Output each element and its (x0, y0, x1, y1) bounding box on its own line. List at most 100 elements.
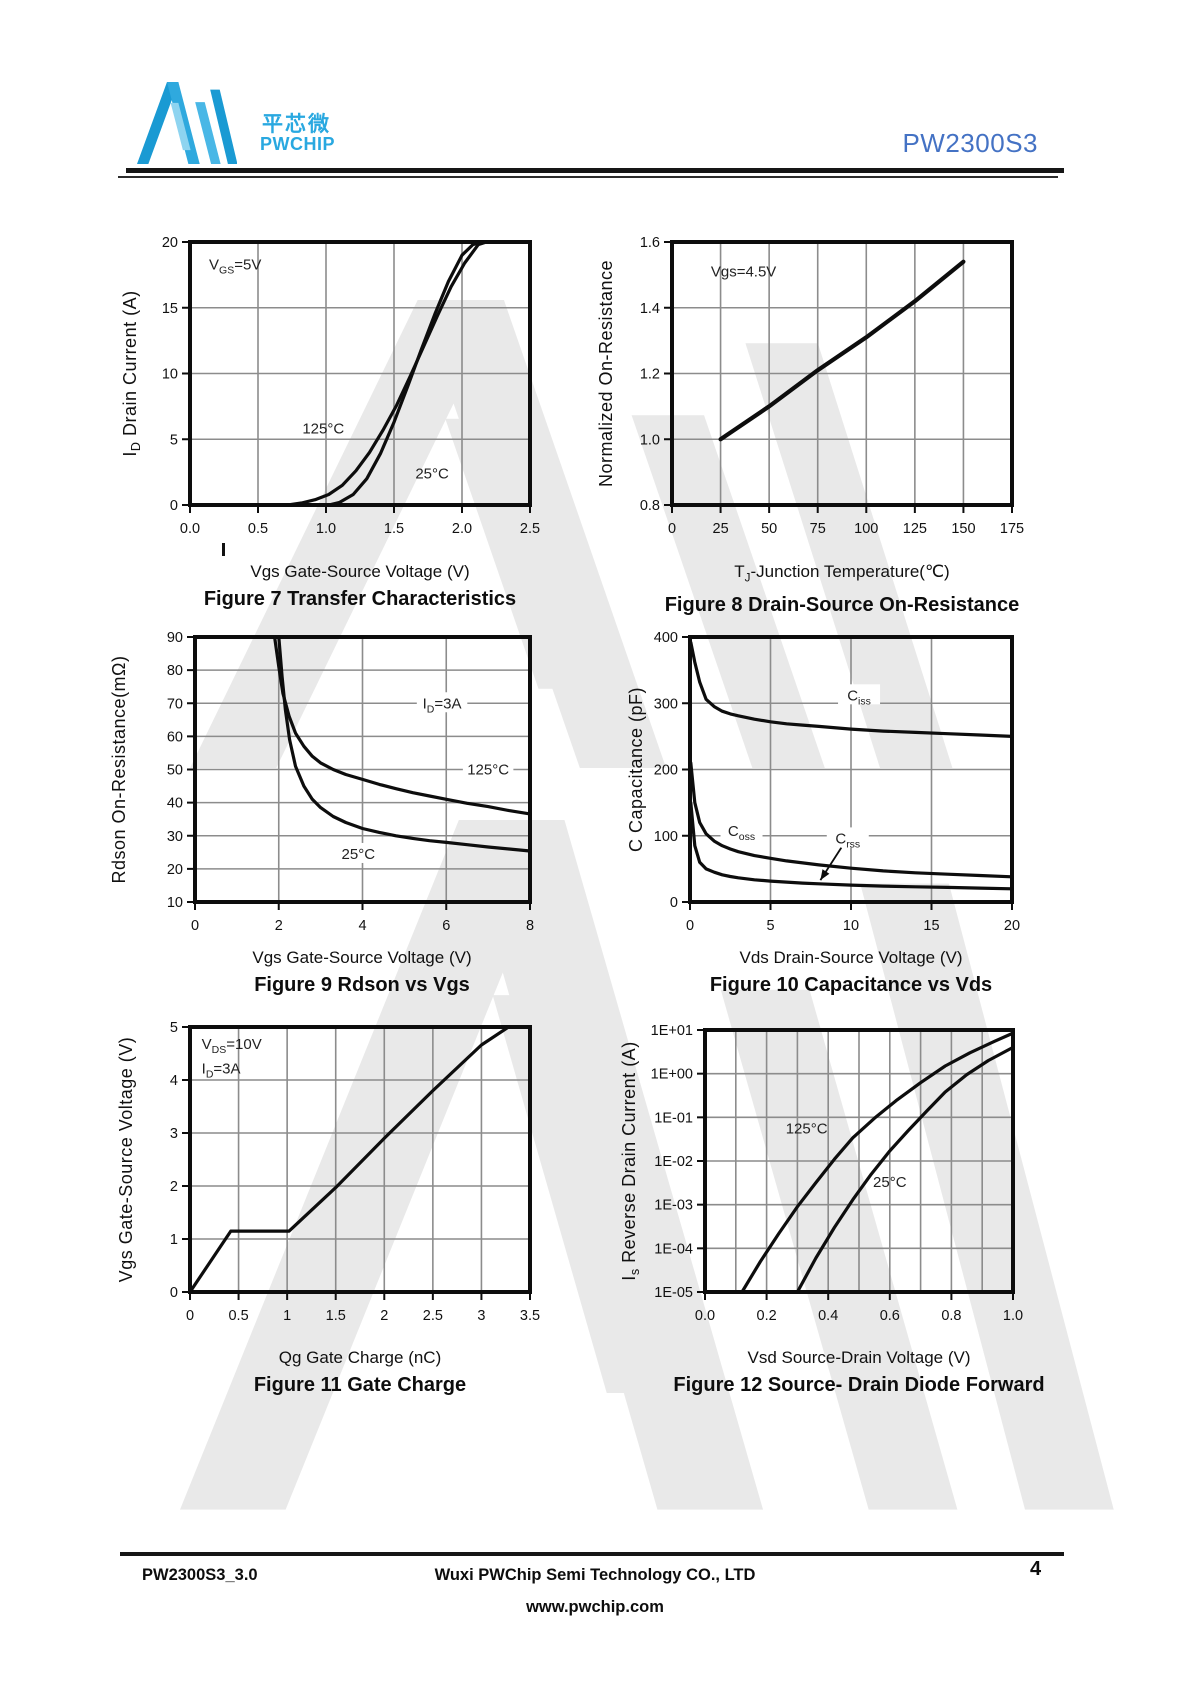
figure-7-chart: 0.0 0.5 1.0 1.5 2.0 2.5 0 5 10 15 20 ID Drain Curre… (90, 225, 560, 540)
svg-text:1.2: 1.2 (640, 367, 660, 383)
svg-text:Rdson On-Resistance(mΩ): Rdson On-Resistance(mΩ) (109, 655, 129, 883)
svg-text:3.5: 3.5 (520, 1308, 540, 1324)
svg-text:100: 100 (854, 521, 878, 537)
svg-text:1: 1 (283, 1308, 291, 1324)
svg-text:0.5: 0.5 (228, 1308, 248, 1324)
figure-7-plot: 0.0 0.5 1.0 1.5 2.0 2.5 0 5 10 15 20 ID Drain Curre… (120, 235, 540, 537)
svg-text:0.0: 0.0 (695, 1308, 715, 1324)
svg-text:Vgs=4.5V: Vgs=4.5V (711, 264, 776, 281)
svg-text:400: 400 (654, 630, 678, 646)
figure-8-title: Figure 8 Drain-Source On-Resistance (664, 594, 1020, 617)
svg-text:3: 3 (477, 1308, 485, 1324)
figure-12-caption: Vsd Source-Drain Voltage (V) Figure 12 S… (659, 1346, 1059, 1399)
svg-text:2: 2 (275, 918, 283, 934)
svg-text:20: 20 (1004, 918, 1020, 934)
svg-text:2.0: 2.0 (452, 521, 472, 537)
svg-text:70: 70 (167, 696, 183, 712)
figure-10-title: Figure 10 Capacitance vs Vds (709, 974, 993, 996)
svg-text:1.0: 1.0 (640, 432, 660, 448)
figure-8-plot: 0 25 50 75 100 125 150 175 0.8 1.0 1.2 1.4 1.6 Normal… (596, 235, 1024, 537)
svg-text:50: 50 (167, 763, 183, 779)
figure-7-caption: Vgs Gate-Source Voltage (V) Figure 7 Tra… (160, 560, 560, 613)
header-rule-thin (118, 176, 1058, 178)
svg-text:0.4: 0.4 (818, 1308, 838, 1324)
svg-text:15: 15 (923, 918, 939, 934)
svg-text:60: 60 (167, 729, 183, 745)
svg-text:90: 90 (167, 630, 183, 646)
svg-text:30: 30 (167, 829, 183, 845)
figure-9-caption: Vgs Gate-Source Voltage (V) Figure 9 Rds… (162, 946, 562, 999)
figure-10-chart: 0 5 10 15 20 0 100 200 300 400 C Capacitance (pF) C… (590, 620, 1060, 935)
figure-11-chart: 0 0.5 1 1.5 2 2.5 3 3.5 0 1 2 3 4 5 Vgs Gate-Source Vo… (90, 1010, 560, 1325)
svg-text:10: 10 (162, 367, 178, 383)
svg-text:0: 0 (668, 521, 676, 537)
svg-text:5: 5 (170, 1020, 178, 1036)
svg-text:1E-05: 1E-05 (654, 1285, 693, 1301)
svg-text:3: 3 (170, 1126, 178, 1142)
figure-11-title: Figure 11 Gate Charge (253, 1374, 467, 1396)
figure-7-title: Figure 7 Transfer Characteristics (203, 588, 517, 610)
logo-text-en: PWCHIP (260, 134, 335, 154)
svg-text:80: 80 (167, 663, 183, 679)
figure-11-caption: Qg Gate Charge (nC) Figure 11 Gate Charg… (160, 1346, 560, 1399)
svg-text:10: 10 (167, 895, 183, 911)
svg-text:0: 0 (191, 918, 199, 934)
figure-10-xlabel: Vds Drain-Source Voltage (V) (739, 948, 963, 967)
figure-10-caption: Vds Drain-Source Voltage (V) Figure 10 C… (651, 946, 1051, 999)
svg-text:2.5: 2.5 (423, 1308, 443, 1324)
figure-11-plot: 0 0.5 1 1.5 2 2.5 3 3.5 0 1 2 3 4 5 Vgs Gate-Source Vo… (116, 1020, 540, 1324)
svg-text:2: 2 (170, 1179, 178, 1195)
svg-text:1.0: 1.0 (316, 521, 336, 537)
svg-text:2.5: 2.5 (520, 521, 540, 537)
figure-12-xlabel: Vsd Source-Drain Voltage (V) (747, 1348, 971, 1367)
svg-text:6: 6 (442, 918, 450, 934)
svg-text:0.2: 0.2 (757, 1308, 777, 1324)
svg-text:25: 25 (713, 521, 729, 537)
svg-text:0.8: 0.8 (941, 1308, 961, 1324)
figure-9-xlabel: Vgs Gate-Source Voltage (V) (252, 948, 472, 967)
svg-text:1.0: 1.0 (1003, 1308, 1023, 1324)
svg-text:1E-02: 1E-02 (654, 1154, 693, 1170)
svg-text:75: 75 (810, 521, 826, 537)
svg-text:4: 4 (358, 918, 366, 934)
svg-text:Normalized On-Resistance: Normalized On-Resistance (596, 260, 616, 487)
svg-text:15: 15 (162, 301, 178, 317)
svg-text:125°C: 125°C (786, 1121, 828, 1138)
figure-9-chart: 0 2 4 6 8 10 20 30 40 50 60 70 80 90 Rdson On-Resistan… (95, 620, 565, 935)
svg-text:1.5: 1.5 (326, 1308, 346, 1324)
svg-text:2: 2 (380, 1308, 388, 1324)
svg-text:50: 50 (761, 521, 777, 537)
svg-text:1E-03: 1E-03 (654, 1198, 693, 1214)
svg-text:125: 125 (903, 521, 927, 537)
svg-text:5: 5 (766, 918, 774, 934)
svg-text:0: 0 (670, 895, 678, 911)
footer-website: www.pwchip.com (526, 1598, 664, 1616)
svg-text:10: 10 (843, 918, 859, 934)
pwchip-logo-icon (137, 82, 237, 164)
footer-company: Wuxi PWChip Semi Technology CO., LTD (434, 1566, 756, 1584)
svg-text:25°C: 25°C (342, 846, 376, 863)
svg-text:Vgs Gate-Source Voltage (V): Vgs Gate-Source Voltage (V) (116, 1037, 136, 1283)
figure-12-chart: 0.0 0.2 0.4 0.6 0.8 1.0 1E-05 1E-04 1E-03 1E-02 1E… (605, 1010, 1075, 1325)
svg-text:5: 5 (170, 432, 178, 448)
svg-text:125°C: 125°C (467, 762, 509, 779)
svg-text:1E+00: 1E+00 (651, 1067, 693, 1083)
figure-9-title: Figure 9 Rdson vs Vgs (254, 974, 470, 996)
svg-text:ID Drain Current (A): ID Drain Current (A) (120, 290, 143, 456)
svg-text:25°C: 25°C (873, 1174, 907, 1191)
svg-text:1.5: 1.5 (384, 521, 404, 537)
svg-text:1.6: 1.6 (640, 235, 660, 251)
svg-text:1: 1 (170, 1232, 178, 1248)
svg-text:0.8: 0.8 (640, 498, 660, 514)
figure-7-xlabel: Vgs Gate-Source Voltage (V) (250, 562, 470, 581)
svg-text:0: 0 (686, 918, 694, 934)
svg-text:20: 20 (162, 235, 178, 251)
svg-text:1.4: 1.4 (640, 301, 660, 317)
svg-text:0.0: 0.0 (180, 521, 200, 537)
svg-text:200: 200 (654, 763, 678, 779)
logo-text-cn: 平芯微 (262, 113, 331, 136)
figure-12-plot: 0.0 0.2 0.4 0.6 0.8 1.0 1E-05 1E-04 1E-03 1E-02 1E… (619, 1023, 1023, 1324)
svg-text:1E-01: 1E-01 (654, 1110, 693, 1126)
